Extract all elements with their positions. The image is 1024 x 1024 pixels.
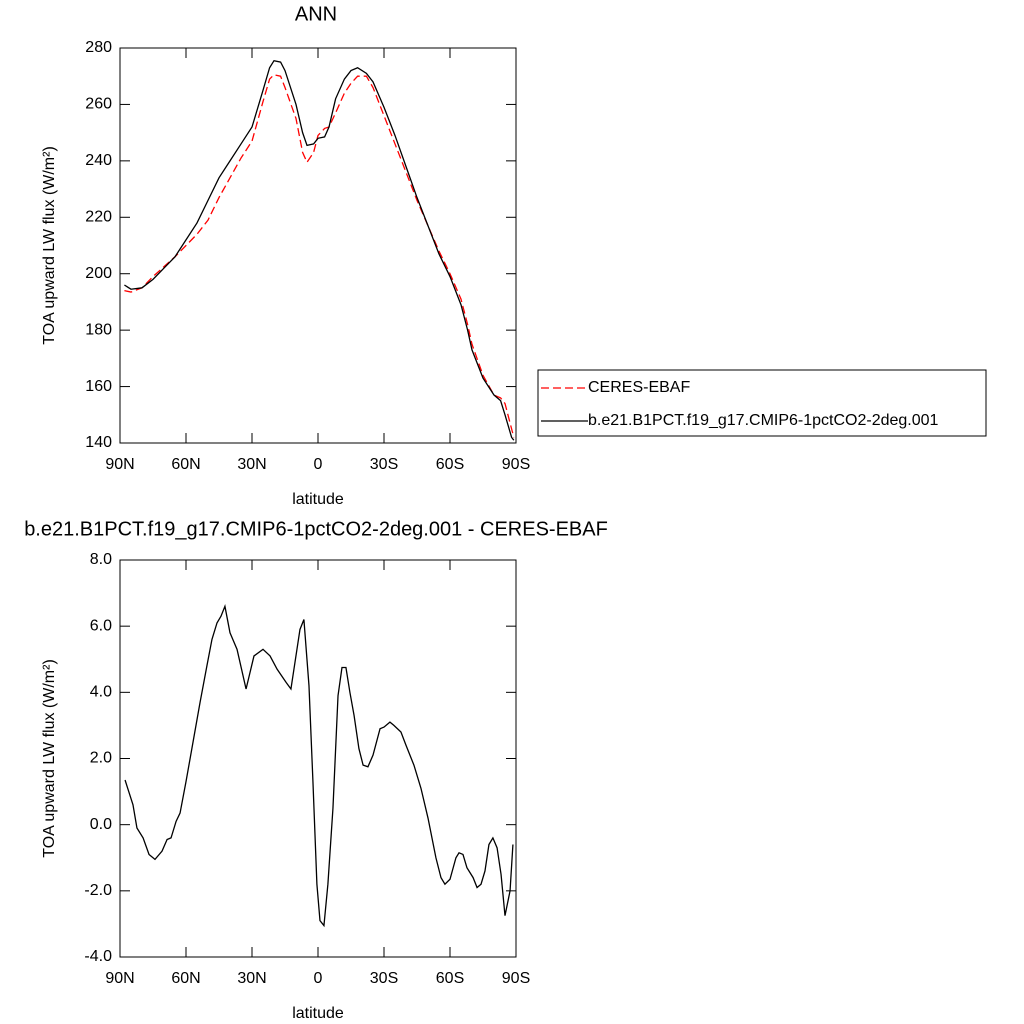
x-tick-label: 60S — [436, 456, 464, 473]
data-line — [124, 59, 515, 441]
x-tick-label: 0 — [314, 456, 323, 473]
x-tick-label: 30S — [370, 456, 398, 473]
y-axis-label: TOA upward LW flux (W/m²) — [41, 146, 58, 345]
x-tick-label: 60N — [171, 970, 200, 987]
y-tick-label: 0.0 — [90, 816, 112, 833]
x-tick-label: 60S — [436, 970, 464, 987]
data-line — [124, 604, 514, 928]
y-tick-label: 180 — [85, 321, 112, 338]
x-tick-label: 90S — [502, 970, 530, 987]
y-tick-label: 200 — [85, 265, 112, 282]
y-axis-label: TOA upward LW flux (W/m²) — [41, 659, 58, 858]
y-tick-label: 220 — [85, 209, 112, 226]
chart-title: ANN — [295, 3, 337, 25]
chart-title: b.e21.B1PCT.f19_g17.CMIP6-1pctCO2-2deg.0… — [24, 518, 608, 540]
y-tick-label: 140 — [85, 434, 112, 451]
x-tick-label: 30N — [237, 456, 266, 473]
y-tick-label: 260 — [85, 96, 112, 113]
y-tick-label: 6.0 — [90, 617, 112, 634]
y-tick-label: 2.0 — [90, 750, 112, 767]
x-axis-label: latitude — [292, 491, 344, 508]
x-axis-label: latitude — [292, 1005, 344, 1022]
data-line — [124, 74, 515, 438]
x-tick-label: 60N — [171, 456, 200, 473]
y-tick-label: 160 — [85, 378, 112, 395]
legend-label: b.e21.B1PCT.f19_g17.CMIP6-1pctCO2-2deg.0… — [588, 412, 939, 429]
y-tick-label: -4.0 — [84, 948, 112, 965]
y-tick-label: 8.0 — [90, 551, 112, 568]
y-tick-label: 4.0 — [90, 684, 112, 701]
y-tick-label: 240 — [85, 152, 112, 169]
legend-label: CERES-EBAF — [588, 379, 690, 396]
legend-box — [537, 369, 987, 437]
x-tick-label: 90S — [502, 456, 530, 473]
x-tick-label: 30N — [237, 970, 266, 987]
x-tick-label: 90N — [105, 456, 134, 473]
y-tick-label: 280 — [85, 39, 112, 56]
x-tick-label: 30S — [370, 970, 398, 987]
y-tick-label: -2.0 — [84, 882, 112, 899]
plot-frame — [119, 47, 517, 444]
x-tick-label: 0 — [314, 970, 323, 987]
x-tick-label: 90N — [105, 970, 134, 987]
